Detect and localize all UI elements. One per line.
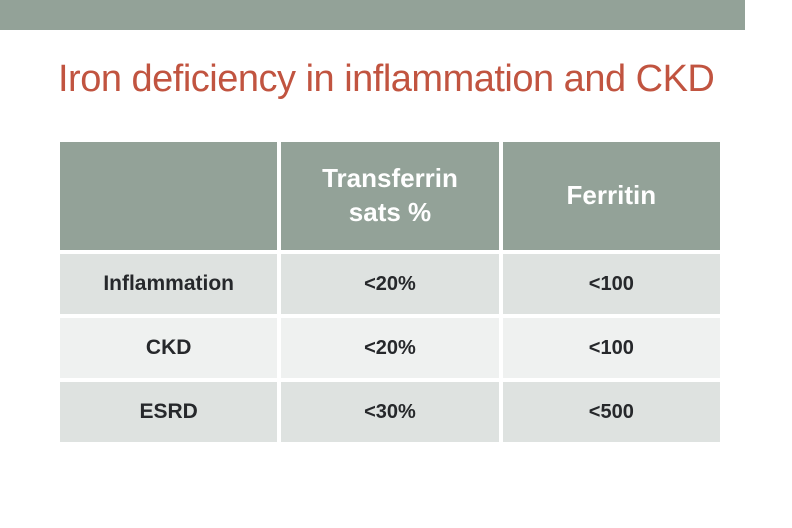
- row-label-ckd: CKD: [60, 318, 278, 378]
- row-label-inflammation: Inflammation: [60, 254, 278, 314]
- table-header-transferrin-sats: Transferrin sats %: [281, 142, 499, 250]
- iron-status-table: Transferrin sats % Ferritin Inflammation…: [60, 142, 720, 442]
- cell-ckd-transferrin: <20%: [281, 318, 499, 378]
- slide-title: Iron deficiency in inflammation and CKD: [58, 58, 715, 100]
- cell-ckd-ferritin: <100: [502, 318, 720, 378]
- cell-esrd-ferritin: <500: [502, 382, 720, 442]
- top-accent-bar: [0, 0, 745, 30]
- table-header-ferritin: Ferritin: [502, 142, 720, 250]
- cell-esrd-transferrin: <30%: [281, 382, 499, 442]
- row-label-esrd: ESRD: [60, 382, 278, 442]
- cell-inflammation-transferrin: <20%: [281, 254, 499, 314]
- cell-inflammation-ferritin: <100: [502, 254, 720, 314]
- table-header-empty: [60, 142, 278, 250]
